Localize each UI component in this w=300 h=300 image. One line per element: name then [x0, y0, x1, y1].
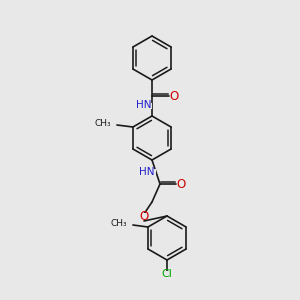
Bar: [148, 169, 156, 175]
Text: CH₃: CH₃: [94, 119, 111, 128]
Bar: [163, 271, 171, 277]
Bar: [140, 213, 148, 219]
Text: O: O: [169, 89, 178, 103]
Text: HN: HN: [139, 167, 155, 177]
Text: Cl: Cl: [162, 269, 172, 279]
Text: O: O: [140, 209, 148, 223]
Text: O: O: [176, 178, 186, 190]
Bar: [144, 103, 152, 109]
Text: CH₃: CH₃: [110, 220, 127, 229]
Text: HN: HN: [136, 100, 152, 110]
